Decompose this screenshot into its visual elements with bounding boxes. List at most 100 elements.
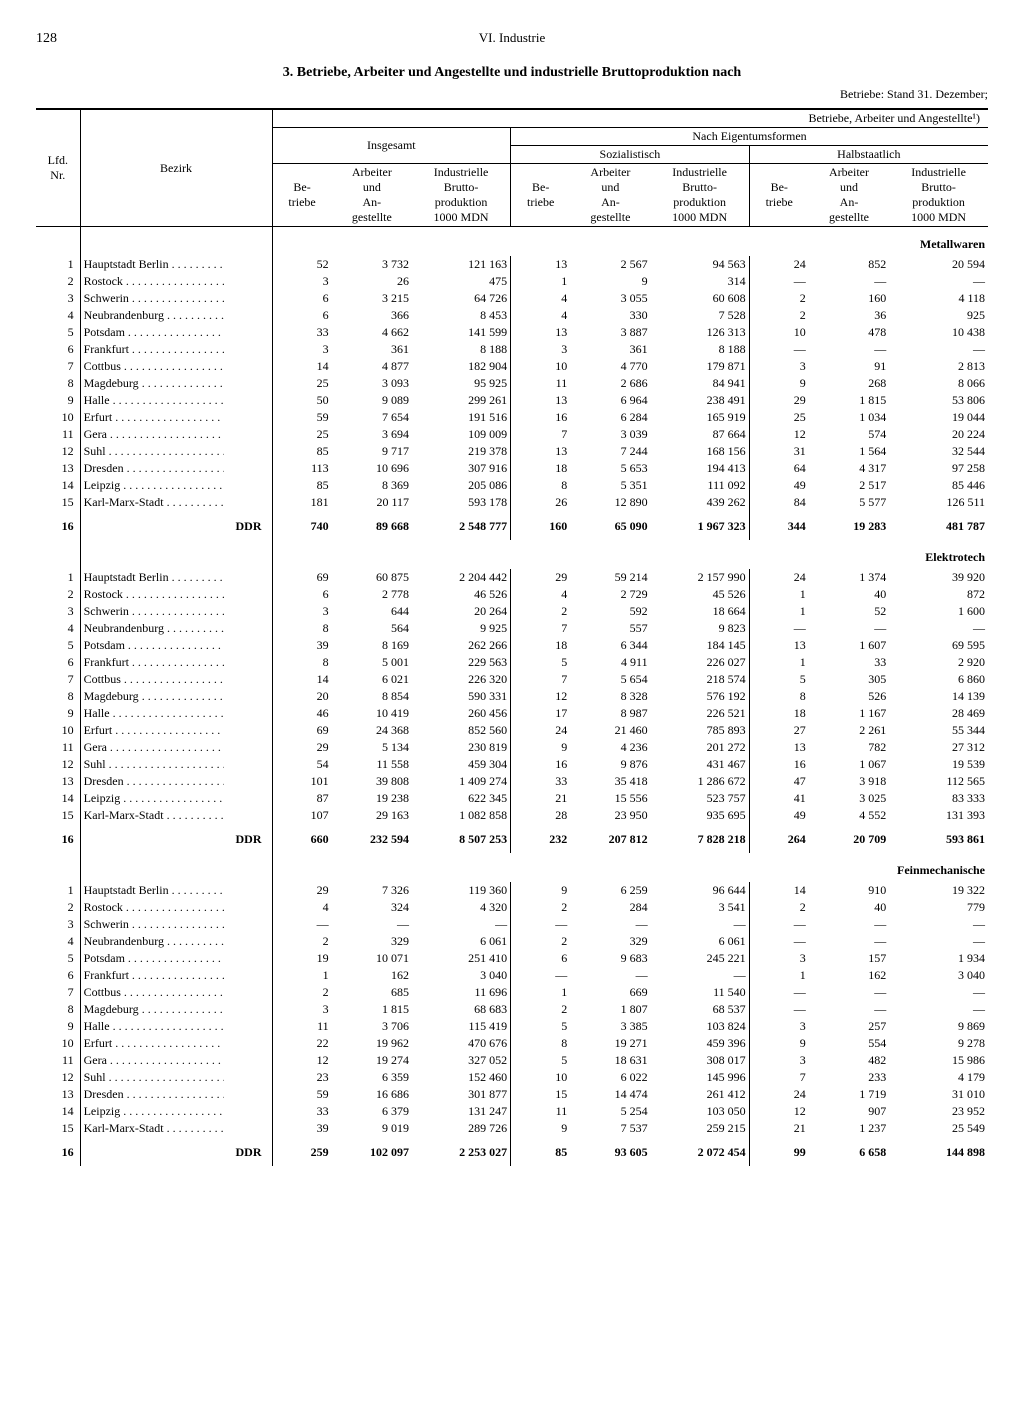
section-label: Feinmechanische (272, 853, 988, 882)
col-lfd-nr: Lfd. Nr. (36, 109, 80, 227)
cell: 19 044 (889, 409, 988, 426)
row-bezirk: Frankfurt (80, 341, 272, 358)
cell: 4 911 (570, 654, 650, 671)
cell: 16 686 (332, 1086, 412, 1103)
cell: 8 854 (332, 688, 412, 705)
chapter-heading: VI. Industrie (96, 30, 928, 46)
table-row: 1Hauptstadt Berlin 297 326119 36096 2599… (36, 882, 988, 899)
table-row: 2Rostock 32647519314——— (36, 273, 988, 290)
cell: 852 (809, 256, 889, 273)
cell: 4 (272, 899, 332, 916)
cell: 4 770 (570, 358, 650, 375)
row-lfd: 7 (36, 984, 80, 1001)
cell: 431 467 (651, 756, 750, 773)
table-row: 3Schwerin 63 21564 72643 05560 60821604 … (36, 290, 988, 307)
row-bezirk: Potsdam (80, 950, 272, 967)
cell: 84 941 (651, 375, 750, 392)
cell: 201 272 (651, 739, 750, 756)
row-lfd: 5 (36, 324, 80, 341)
cell: 3 055 (570, 290, 650, 307)
cell: 145 996 (651, 1069, 750, 1086)
cell: 24 (511, 722, 571, 739)
cell: 2 (511, 603, 571, 620)
cell: 13 (511, 443, 571, 460)
cell: 1 237 (809, 1120, 889, 1137)
cell: 685 (332, 984, 412, 1001)
cell: 39 (272, 637, 332, 654)
cell: 87 664 (651, 426, 750, 443)
row-lfd: 13 (36, 1086, 80, 1103)
cell: 35 418 (570, 773, 650, 790)
table-row: 2Rostock 43244 32022843 541240779 (36, 899, 988, 916)
cell: 7 654 (332, 409, 412, 426)
cell: 226 027 (651, 654, 750, 671)
cell: 9 (511, 739, 571, 756)
section-gap (36, 540, 80, 569)
cell: 59 (272, 409, 332, 426)
col-bezirk: Bezirk (80, 109, 272, 227)
row-bezirk: Karl-Marx-Stadt (80, 807, 272, 824)
cell: — (809, 984, 889, 1001)
cell: 39 920 (889, 569, 988, 586)
cell: 9 278 (889, 1035, 988, 1052)
cell: 7 (749, 1069, 809, 1086)
cell: 4 552 (809, 807, 889, 824)
cell: 141 599 (412, 324, 511, 341)
cell: 6 344 (570, 637, 650, 654)
cell: 60 875 (332, 569, 412, 586)
cell: 557 (570, 620, 650, 637)
cell: 299 261 (412, 392, 511, 409)
row-lfd: 13 (36, 773, 80, 790)
total-cell: 144 898 (889, 1137, 988, 1166)
cell: 8 (272, 654, 332, 671)
cell: 1 374 (809, 569, 889, 586)
cell: 9 019 (332, 1120, 412, 1137)
cell: — (809, 1001, 889, 1018)
row-bezirk: Rostock (80, 273, 272, 290)
cell: 2 (272, 933, 332, 950)
cell: 779 (889, 899, 988, 916)
cell: 475 (412, 273, 511, 290)
row-lfd: 3 (36, 290, 80, 307)
cell: 2 567 (570, 256, 650, 273)
row-lfd: 1 (36, 569, 80, 586)
cell: 6 (272, 307, 332, 324)
row-bezirk: Gera (80, 426, 272, 443)
cell: 39 (272, 1120, 332, 1137)
total-cell: 2 548 777 (412, 511, 511, 540)
section-gap (80, 853, 272, 882)
total-lfd: 16 (36, 1137, 80, 1166)
cell: 284 (570, 899, 650, 916)
cell: 91 (809, 358, 889, 375)
cell: 9 683 (570, 950, 650, 967)
cell: 2 (272, 984, 332, 1001)
row-bezirk: Leipzig (80, 790, 272, 807)
cell: 21 (749, 1120, 809, 1137)
cell: 261 412 (651, 1086, 750, 1103)
cell: 3 887 (570, 324, 650, 341)
cell: 10 071 (332, 950, 412, 967)
cell: 121 163 (412, 256, 511, 273)
cell: 872 (889, 586, 988, 603)
total-cell: 481 787 (889, 511, 988, 540)
cell: 1 (749, 586, 809, 603)
row-bezirk: Erfurt (80, 1035, 272, 1052)
cell: 6 061 (651, 933, 750, 950)
total-cell: 264 (749, 824, 809, 853)
cell: 301 877 (412, 1086, 511, 1103)
cell: 52 (272, 256, 332, 273)
cell: 3 040 (889, 967, 988, 984)
cell: 87 (272, 790, 332, 807)
row-bezirk: Halle (80, 705, 272, 722)
cell: 6 860 (889, 671, 988, 688)
cell: — (570, 916, 650, 933)
row-bezirk: Hauptstadt Berlin (80, 882, 272, 899)
main-table: Lfd. Nr. Bezirk Betriebe, Arbeiter und A… (36, 108, 988, 1166)
cell: — (889, 273, 988, 290)
cell: 260 456 (412, 705, 511, 722)
cell: 19 962 (332, 1035, 412, 1052)
cell: — (749, 916, 809, 933)
total-cell: 344 (749, 511, 809, 540)
cell: — (651, 916, 750, 933)
cell: 194 413 (651, 460, 750, 477)
